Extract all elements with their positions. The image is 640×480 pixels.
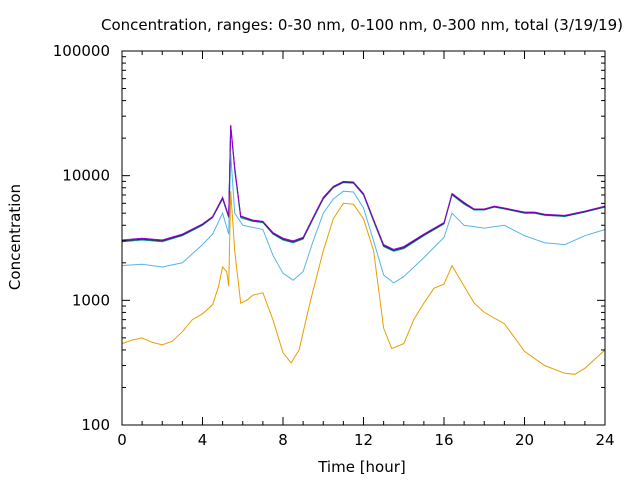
- y-axis-label: Concentration: [6, 184, 24, 290]
- x-tick-label: 8: [278, 431, 288, 449]
- series-layer: [121, 124, 606, 375]
- x-axis-label: Time [hour]: [317, 458, 406, 476]
- chart-title: Concentration, ranges: 0-30 nm, 0-100 nm…: [101, 16, 623, 34]
- x-tick-label: 24: [595, 431, 614, 449]
- x-tick-label: 4: [198, 431, 208, 449]
- series-line-3: [121, 126, 606, 252]
- series-line-1: [121, 191, 606, 375]
- x-tick-label: 0: [117, 431, 127, 449]
- x-tick-label: 16: [434, 431, 453, 449]
- series-line-2: [121, 153, 606, 284]
- series-line-4: [121, 126, 606, 251]
- x-tick-label: 20: [515, 431, 534, 449]
- series-line-5: [121, 124, 606, 250]
- y-tick-label: 10000: [62, 167, 110, 185]
- x-tick-label: 12: [354, 431, 373, 449]
- y-tick-label: 100000: [53, 42, 110, 60]
- y-tick-label: 1000: [72, 291, 110, 309]
- plot-frame: [121, 50, 606, 426]
- ticks-layer: 0 4 8 12 16 20 24 100 1000 10000 100000: [53, 42, 615, 449]
- y-tick-label: 100: [81, 416, 110, 434]
